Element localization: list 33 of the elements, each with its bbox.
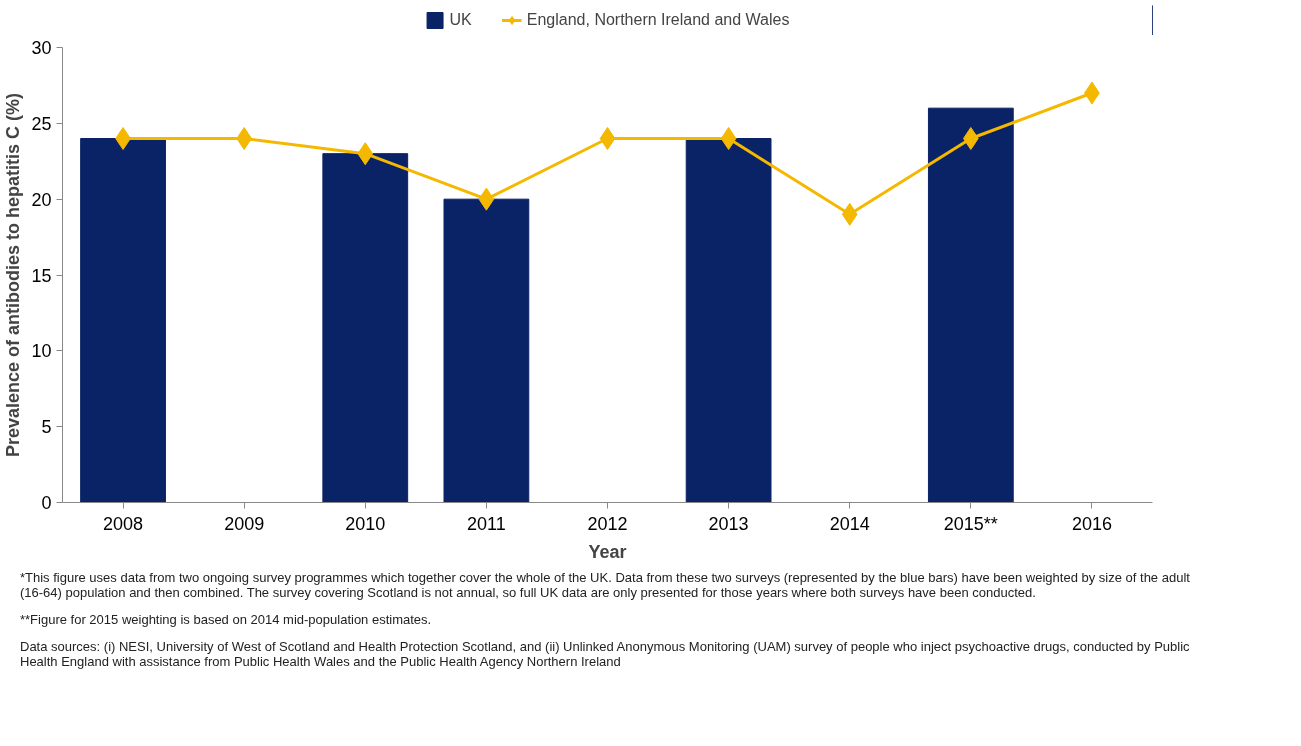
point (357, 142, 374, 166)
x-tick-label: 2014 (829, 513, 870, 534)
y-tick-label: 30 (31, 38, 52, 58)
bar (685, 138, 772, 503)
x-tick-label: 2008 (103, 513, 144, 534)
x-axis-title: Year (588, 541, 627, 562)
point (599, 127, 616, 150)
y-tick-label: 0 (41, 493, 52, 513)
y-tick-label: 15 (31, 265, 52, 286)
x-tick-label: 2015** (943, 513, 998, 534)
x-tick-label: 2012 (587, 513, 628, 534)
text: Data sources: (i) NESI, University of West of Scotland and Health Protection Scotland, and (ii) Unlinked Anonymous Monitoring (UAM) survey of people who inject psychoactive drugs, conducted by Public Health England with assistance from Public Health Wales and the Public Health Agency Northern Ireland (20, 638, 1191, 670)
bar (322, 153, 409, 503)
point (478, 187, 495, 211)
legend-label: UK (449, 11, 472, 29)
point (841, 202, 858, 226)
y-tick-label: 10 (31, 341, 52, 362)
point (720, 127, 737, 150)
bar (80, 138, 166, 503)
text: **Figure for 2015 weighting is based on 2014 mid-population estimates. (20, 611, 432, 628)
y-tick-label: 25 (31, 113, 52, 134)
x-tick-label: 2016 (1071, 513, 1112, 534)
bar (927, 107, 1014, 503)
x-tick-label: 2009 (224, 513, 265, 534)
y-axis-title: Prevalence of antibodies to hepatitis C (%) (3, 92, 24, 458)
text: *This figure uses data from two ongoing survey programmes which together cover the whole of the UK. Data from these two surveys (represented by the blue bars) have been weighted by size of the adult (16-64) population and then combined. The survey covering Scotland is not annual, so full UK data are only presented for those years where both surveys have been conducted. (20, 570, 1191, 601)
bar (443, 198, 530, 503)
x-tick-label: 2011 (467, 513, 506, 534)
x-tick-label: 2013 (708, 513, 749, 534)
y-tick-label: 20 (31, 189, 52, 210)
y-tick-label: 5 (41, 417, 52, 438)
legend-label: England, Northern Ireland and Wales (526, 11, 790, 29)
x-tick-label: 2010 (345, 513, 386, 534)
